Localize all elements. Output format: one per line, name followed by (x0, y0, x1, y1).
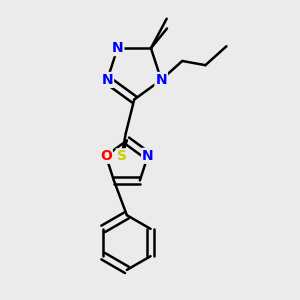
Text: S: S (117, 149, 127, 163)
Text: N: N (101, 73, 113, 87)
Text: N: N (142, 149, 154, 163)
Text: N: N (155, 73, 167, 87)
Text: O: O (100, 149, 112, 163)
Text: N: N (112, 41, 123, 55)
